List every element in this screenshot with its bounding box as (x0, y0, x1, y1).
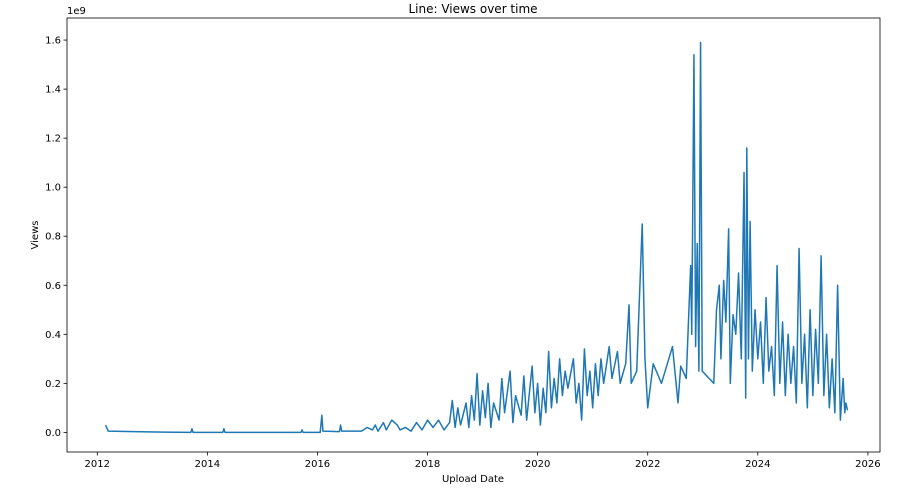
y-tick-label: 0.4 (45, 330, 61, 341)
x-tick-label: 2022 (635, 459, 660, 470)
x-tick-label: 2018 (415, 459, 440, 470)
y-tick-label: 0.8 (45, 232, 61, 243)
x-tick-label: 2016 (305, 459, 330, 470)
x-tick-label: 2026 (855, 459, 880, 470)
data-line (104, 41, 849, 434)
y-tick-label: 1.6 (45, 36, 61, 47)
y-tick-label: 1.4 (45, 85, 61, 96)
y-tick-label: 0.6 (45, 281, 61, 292)
y-axis-label: Views (30, 221, 41, 250)
y-tick-label: 0.2 (45, 379, 61, 390)
y-offset-label: 1e9 (67, 6, 86, 17)
y-tick-label: 1.0 (45, 183, 61, 194)
x-tick-label: 2024 (745, 459, 770, 470)
chart-title: Line: Views over time (408, 2, 537, 16)
plot-frame (66, 17, 881, 453)
x-tick-label: 2012 (85, 459, 110, 470)
x-tick-label: 2020 (525, 459, 550, 470)
y-tick-label: 1.2 (45, 134, 61, 145)
x-axis-label: Upload Date (442, 474, 504, 485)
x-tick-label: 2014 (195, 459, 220, 470)
y-tick-label: 0.0 (45, 428, 61, 439)
